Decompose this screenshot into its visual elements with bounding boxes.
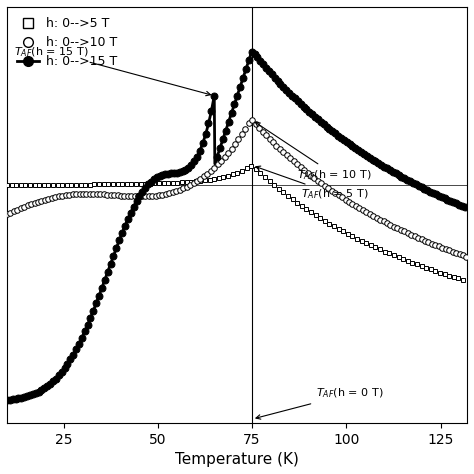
Text: $T_{AF}$(h = 10 T): $T_{AF}$(h = 10 T) [255,122,372,182]
Text: $T_{AF}$(h = 15 T): $T_{AF}$(h = 15 T) [15,45,210,96]
Text: $T_{AF}$(h = 0 T): $T_{AF}$(h = 0 T) [256,387,384,419]
Legend: h: 0-->5 T, h: 0-->10 T, h: 0-->15 T: h: 0-->5 T, h: 0-->10 T, h: 0-->15 T [13,13,121,72]
Text: $T_{AF}$(h = 5 T): $T_{AF}$(h = 5 T) [256,166,369,201]
X-axis label: Temperature (K): Temperature (K) [175,452,299,467]
